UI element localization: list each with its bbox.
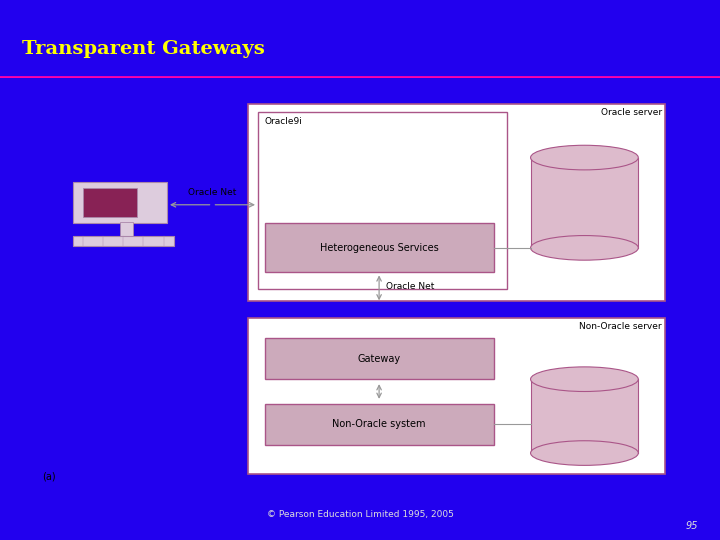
Bar [265,404,493,445]
Bar [83,188,137,217]
Text: Transparent Gateways: Transparent Gateways [22,39,264,58]
Ellipse shape [531,235,638,260]
Text: Oracle Net: Oracle Net [189,187,237,197]
Text: Non-Oracle server: Non-Oracle server [579,322,662,330]
Bar [265,223,493,273]
Ellipse shape [531,441,638,465]
Text: 95: 95 [686,521,698,531]
Text: © Pearson Education Limited 1995, 2005: © Pearson Education Limited 1995, 2005 [266,510,454,519]
Text: Gateway: Gateway [358,354,400,363]
Bar [248,318,665,474]
Bar [248,104,665,301]
Text: Heterogeneous Services: Heterogeneous Services [320,243,438,253]
Bar [258,112,507,289]
Bar [73,235,174,246]
Ellipse shape [531,145,638,170]
Text: (a): (a) [42,472,56,482]
Bar [265,338,493,379]
Ellipse shape [531,367,638,392]
Bar [120,222,133,235]
Text: Oracle Net: Oracle Net [386,282,434,292]
Text: Non-Oracle system: Non-Oracle system [333,420,426,429]
Text: Oracle9i: Oracle9i [265,117,302,125]
Bar [531,158,638,248]
Bar [73,182,167,223]
Text: Oracle server: Oracle server [600,109,662,117]
Bar [531,379,638,453]
